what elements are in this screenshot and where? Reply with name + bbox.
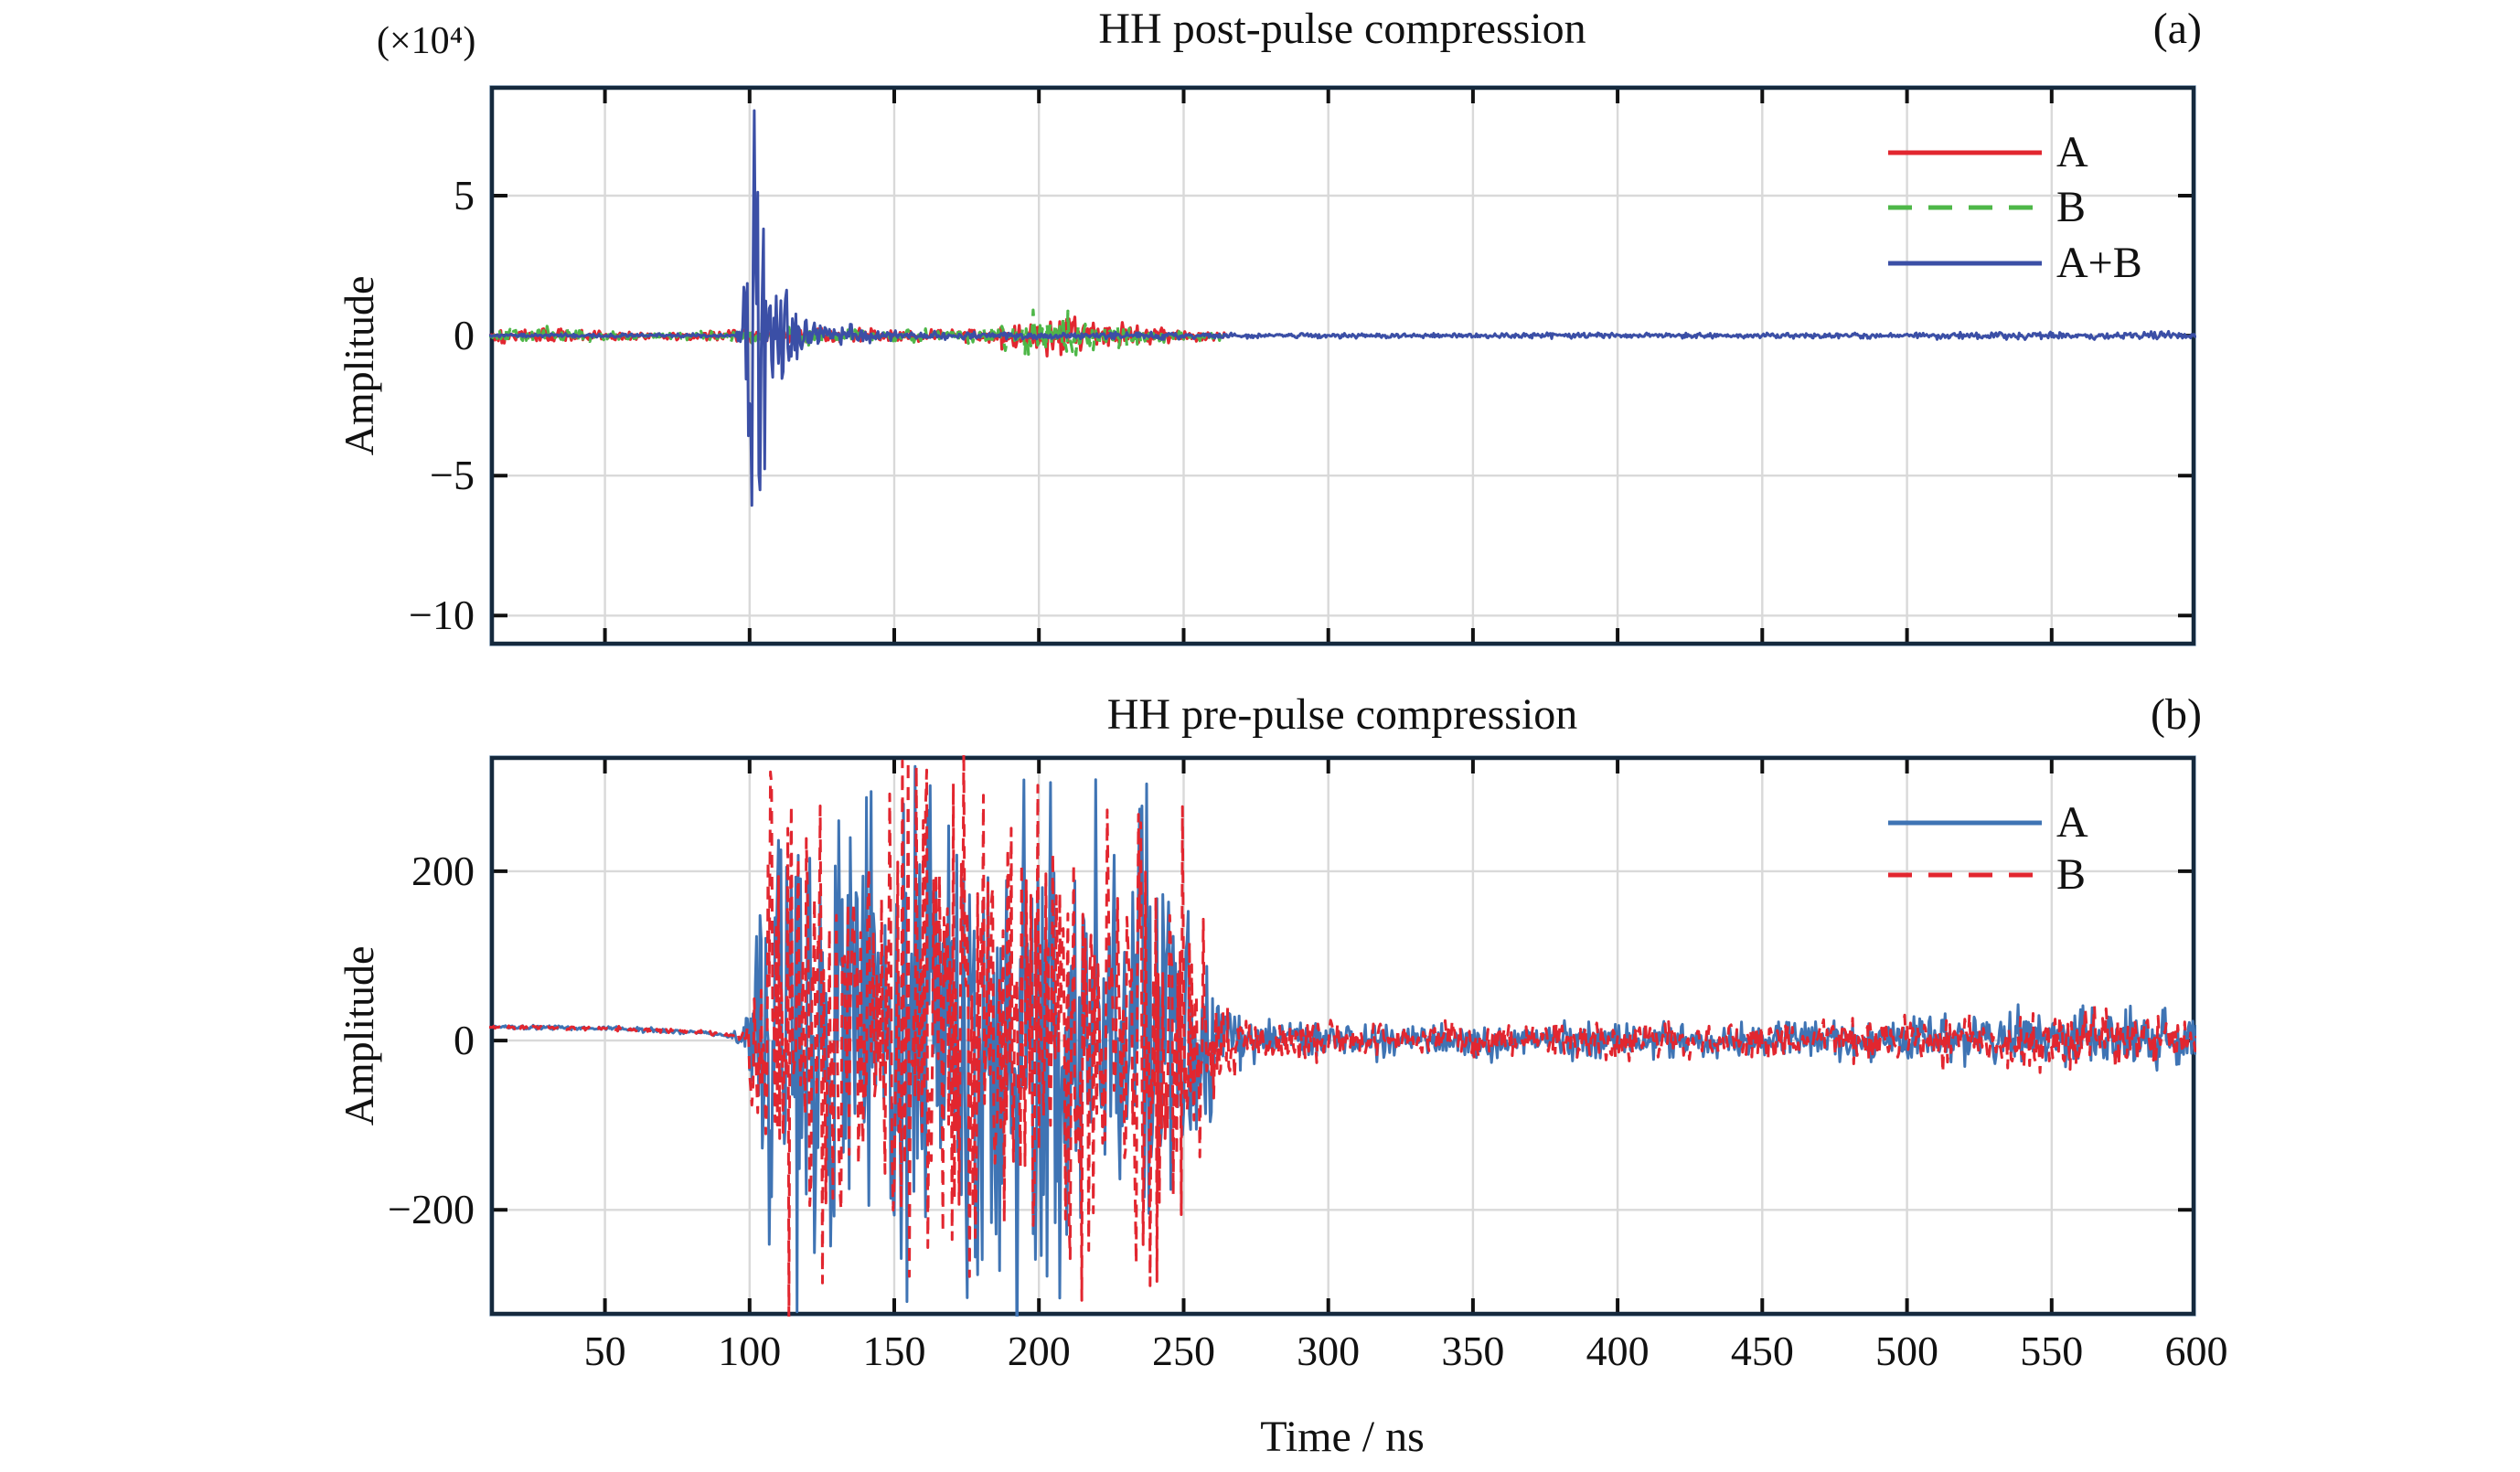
- series-B: [489, 755, 2196, 1317]
- legend-line-red: [1888, 150, 2042, 155]
- x-tick-label: 250: [1151, 1328, 1215, 1374]
- x-tick-label: 350: [1441, 1328, 1505, 1374]
- y-tick-label: 5: [454, 171, 475, 219]
- y-tick-label: 0: [454, 312, 475, 359]
- panel-label-b: (b): [2151, 690, 2202, 739]
- x-tick-label: 400: [1586, 1328, 1650, 1374]
- x-tick-label: 500: [1875, 1328, 1939, 1374]
- legend-entry: B: [1886, 848, 2086, 901]
- plot-b-title: HH pre-pulse compression: [1106, 690, 1578, 739]
- y-axis-multiplier-a: (×10⁴): [377, 20, 476, 62]
- x-tick-label: 300: [1297, 1328, 1361, 1374]
- legend-label: A: [2056, 798, 2088, 847]
- y-tick-label: −5: [430, 452, 475, 499]
- legend-entry: B: [1886, 180, 2086, 235]
- legend-label: B: [2056, 850, 2087, 899]
- legend-line-red-dashed: [1888, 872, 2042, 878]
- x-tick-label: 600: [2164, 1328, 2228, 1374]
- x-tick-label: 150: [862, 1328, 926, 1374]
- panel-label-a: (a): [2152, 5, 2202, 53]
- y-tick-label: −200: [388, 1186, 475, 1233]
- y-tick-label: 200: [411, 847, 475, 894]
- y-tick-label: −10: [409, 592, 475, 639]
- legend-entry: A: [1886, 125, 2088, 180]
- plot-a-canvas: [489, 85, 2196, 646]
- x-tick-label: 50: [583, 1328, 626, 1374]
- legend-label: A: [2056, 128, 2088, 176]
- legend-label: A+B: [2056, 239, 2142, 287]
- legend-entry: A: [1886, 796, 2088, 849]
- plot-b-canvas: [489, 755, 2196, 1317]
- legend-label: B: [2056, 183, 2087, 231]
- legend-line-green-dashed: [1888, 205, 2042, 210]
- x-tick-label: 100: [718, 1328, 782, 1374]
- series-AplusB: [489, 109, 2196, 507]
- legend-line-blue: [1888, 261, 2042, 266]
- y-tick-label: 0: [454, 1017, 475, 1064]
- x-tick-label: 200: [1007, 1328, 1071, 1374]
- x-tick-label: 550: [2020, 1328, 2084, 1374]
- x-tick-label: 450: [1730, 1328, 1794, 1374]
- plot-a-title: HH post-pulse compression: [1098, 5, 1586, 53]
- x-axis-label: Time / ns: [1260, 1413, 1425, 1461]
- legend-line-blue: [1888, 820, 2042, 826]
- y-axis-label-a: Amplitude: [336, 275, 382, 456]
- legend-entry: A+B: [1886, 236, 2142, 291]
- y-axis-label-b: Amplitude: [336, 945, 382, 1126]
